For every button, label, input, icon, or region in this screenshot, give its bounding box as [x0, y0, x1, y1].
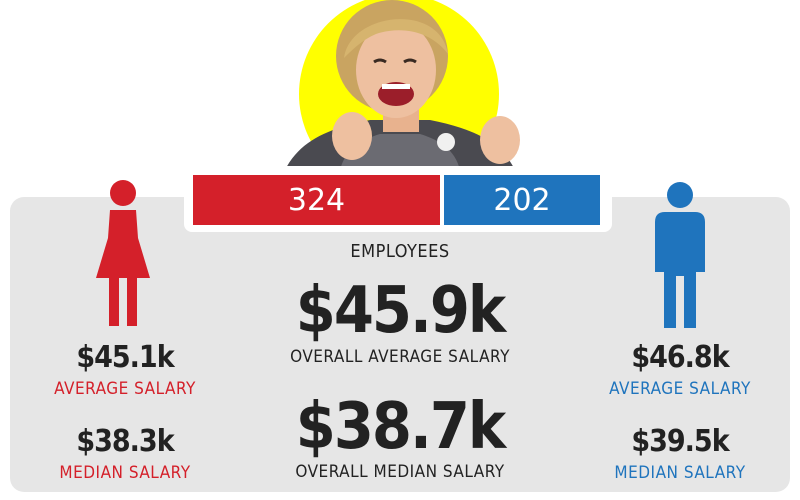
overall-median-label: OVERALL MEDIAN SALARY: [295, 462, 505, 482]
overall-average-value: $45.9k: [295, 274, 506, 348]
portrait-figure: [285, 0, 520, 170]
men-average-value: $46.8k: [631, 340, 729, 375]
women-average-value: $45.1k: [76, 340, 174, 375]
women-median-label: MEDIAN SALARY: [59, 463, 191, 483]
overall-median-value: $38.7k: [295, 390, 506, 464]
overall-average-label: OVERALL AVERAGE SALARY: [290, 347, 510, 367]
woman-icon: [96, 180, 150, 326]
men-median-value: $39.5k: [631, 424, 729, 459]
men-average-label: AVERAGE SALARY: [609, 379, 751, 399]
portrait-photo: [285, 0, 520, 170]
women-count-bar: 324: [193, 175, 440, 225]
men-count-bar: 202: [444, 175, 600, 225]
men-median-label: MEDIAN SALARY: [614, 463, 746, 483]
employees-label: EMPLOYEES: [350, 241, 450, 262]
man-icon: [655, 182, 705, 328]
women-median-value: $38.3k: [76, 424, 174, 459]
women-average-label: AVERAGE SALARY: [54, 379, 196, 399]
